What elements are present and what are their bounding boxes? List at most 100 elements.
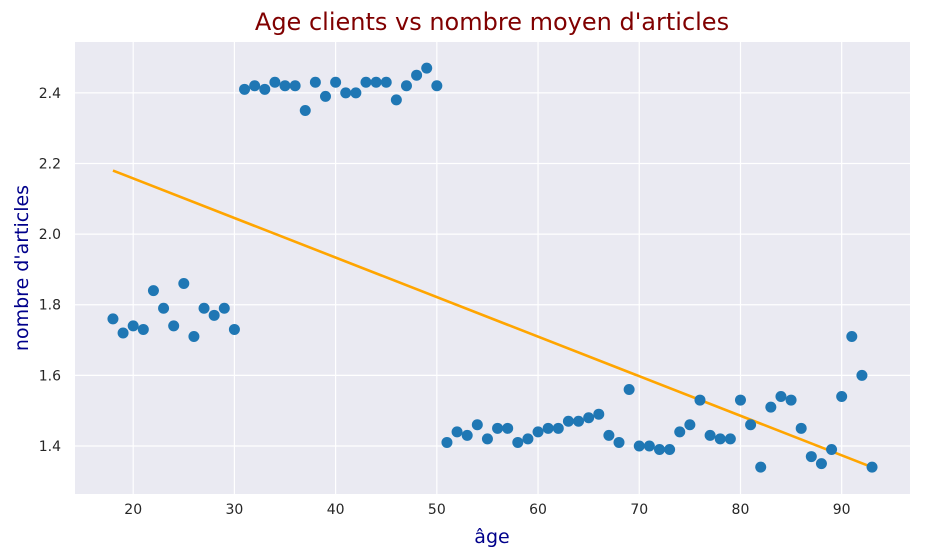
data-point <box>269 76 281 88</box>
x-tick-label: 80 <box>732 502 750 518</box>
data-point <box>471 419 483 431</box>
x-tick-labels: 20 30 40 50 60 70 80 90 <box>124 502 850 518</box>
grid <box>75 42 910 494</box>
x-tick-label: 70 <box>630 502 648 518</box>
data-point <box>785 394 797 406</box>
data-point <box>552 422 564 434</box>
data-point <box>350 87 362 99</box>
x-tick-label: 90 <box>833 502 851 518</box>
data-point <box>562 415 574 427</box>
trend-line-group <box>112 169 873 469</box>
data-point <box>542 422 554 434</box>
data-point <box>795 422 807 434</box>
data-point <box>714 433 726 445</box>
plot-background <box>75 42 910 494</box>
data-point <box>188 331 200 343</box>
data-point <box>492 422 504 434</box>
data-point <box>178 278 190 290</box>
data-point <box>320 90 331 102</box>
data-point <box>633 440 645 452</box>
data-point <box>198 302 210 314</box>
data-point <box>674 426 686 438</box>
data-point <box>330 76 342 88</box>
y-tick-label: 2.0 <box>39 227 61 243</box>
data-point <box>532 426 544 438</box>
data-point <box>481 433 493 445</box>
y-tick-labels: 1.4 1.6 1.8 2.0 2.2 2.4 <box>39 86 61 455</box>
data-point <box>411 69 423 81</box>
y-axis-label: nombre d'articles <box>11 185 33 351</box>
data-point <box>107 313 119 325</box>
data-point <box>461 429 473 441</box>
data-point <box>684 419 696 431</box>
x-tick-label: 60 <box>529 502 547 518</box>
data-point <box>512 436 524 448</box>
data-point <box>380 76 392 88</box>
data-point <box>431 80 443 92</box>
data-point <box>299 105 311 117</box>
data-point <box>654 444 665 456</box>
x-tick-label: 40 <box>327 502 345 518</box>
data-point <box>117 327 129 339</box>
data-point <box>421 62 433 74</box>
data-point <box>613 436 625 448</box>
x-tick-label: 20 <box>124 502 142 518</box>
data-point <box>704 429 716 441</box>
data-point <box>360 76 372 88</box>
x-tick-label: 50 <box>428 502 446 518</box>
data-point <box>643 440 655 452</box>
data-point <box>208 309 220 321</box>
data-point <box>147 285 159 297</box>
data-point <box>239 83 251 95</box>
data-point <box>279 80 291 92</box>
data-point <box>603 429 615 441</box>
data-point <box>805 451 817 463</box>
data-point <box>765 401 777 413</box>
data-point <box>866 461 878 473</box>
y-tick-label: 2.2 <box>39 156 61 172</box>
data-point <box>259 83 271 95</box>
data-point <box>249 80 261 92</box>
data-point <box>289 80 301 92</box>
data-point <box>451 426 463 438</box>
data-point <box>694 394 706 406</box>
data-point <box>856 369 868 381</box>
x-tick-label: 30 <box>225 502 243 518</box>
data-point <box>228 323 240 335</box>
trend-line <box>112 169 873 469</box>
data-point <box>309 76 321 88</box>
data-point <box>218 302 230 314</box>
y-tick-label: 1.6 <box>39 368 61 384</box>
data-point <box>158 302 170 314</box>
data-point <box>734 394 746 406</box>
data-point <box>502 422 514 434</box>
y-tick-label: 1.8 <box>39 298 61 314</box>
x-axis-label: âge <box>474 526 509 548</box>
data-point <box>846 331 858 343</box>
data-point <box>340 87 352 99</box>
data-point <box>815 458 827 470</box>
data-point <box>573 415 585 427</box>
data-point <box>664 444 676 456</box>
data-point <box>826 444 838 456</box>
data-point <box>370 76 382 88</box>
data-point <box>836 391 848 403</box>
data-point <box>583 412 595 424</box>
data-point <box>745 419 757 431</box>
data-point <box>755 461 767 473</box>
data-point <box>623 383 635 395</box>
data-point <box>137 323 149 335</box>
data-point <box>127 320 139 332</box>
data-point <box>522 433 534 445</box>
data-point <box>390 94 402 106</box>
data-point <box>441 436 453 448</box>
chart-title: Age clients vs nombre moyen d'articles <box>255 8 729 36</box>
data-point <box>400 80 412 92</box>
data-point <box>168 320 180 332</box>
data-point <box>775 391 787 403</box>
y-tick-label: 2.4 <box>39 86 61 102</box>
data-point <box>724 433 736 445</box>
y-tick-label: 1.4 <box>39 439 61 455</box>
scatter-points <box>107 62 878 473</box>
